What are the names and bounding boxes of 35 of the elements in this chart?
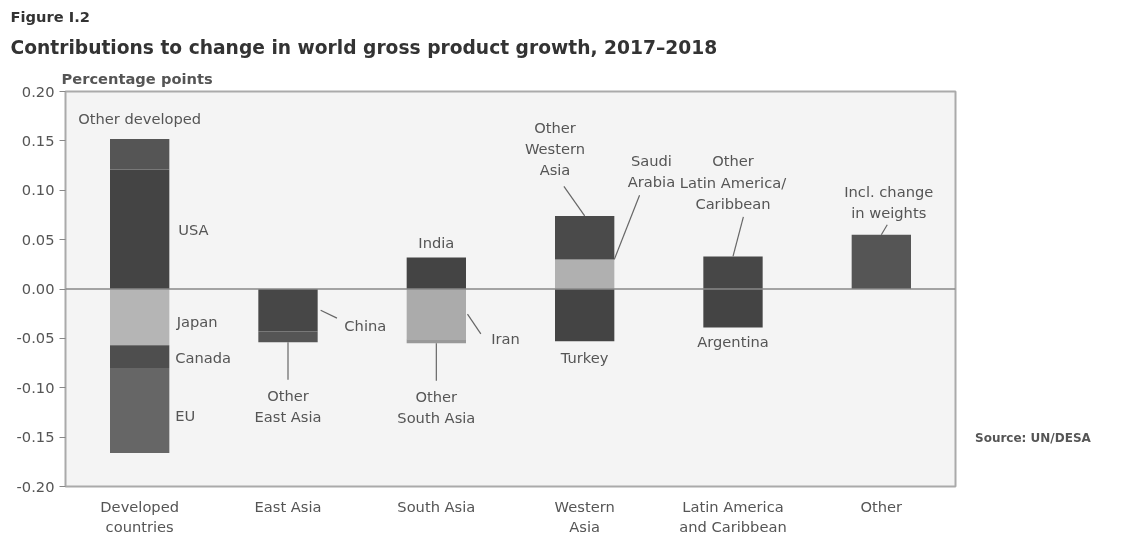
- series-label: Iran: [491, 330, 520, 348]
- y-tick-label: 0.00: [21, 280, 55, 297]
- series-label: China: [344, 316, 387, 334]
- series-label: EU: [175, 406, 196, 424]
- y-tick-label: 0.05: [21, 230, 55, 248]
- y-tick-label: -0.15: [16, 428, 55, 446]
- series-label: India: [418, 234, 455, 252]
- text: Other East Asia: [254, 386, 322, 426]
- x-tick-label: Latin America and Caribbean: [679, 497, 787, 535]
- y-tick-label: 0.15: [21, 131, 55, 149]
- y-tick-label: 0.20: [21, 82, 55, 100]
- x-tick-label: Other: [860, 497, 904, 515]
- x-tick-label: East Asia: [254, 497, 322, 515]
- y-axis-title: Percentage points: [61, 69, 213, 87]
- series-label: Japan: [175, 312, 218, 330]
- series-label: Argentina: [697, 333, 769, 351]
- series-label: Incl. change in weights: [844, 182, 934, 221]
- series-label: Turkey: [559, 349, 609, 367]
- y-tick-label: -0.10: [16, 378, 55, 396]
- chart-subtitle: Contributions to change in world gross product growth, 2017–2018: [10, 36, 718, 58]
- source-note: Source: UN/DESA: [975, 430, 1091, 447]
- text: Other South Asia: [397, 387, 476, 426]
- text: Saudi Arabia: [627, 152, 676, 191]
- y-tick-label: 0.10: [21, 181, 55, 199]
- x-tick-label: Western Asia: [554, 497, 615, 535]
- text: Other Western Asia: [524, 118, 586, 179]
- x-tick-label: South Asia: [397, 497, 476, 515]
- series-label: Other developed: [78, 110, 202, 128]
- x-tick-label: Developed countries: [100, 497, 179, 535]
- chart-title: Figure I.2: [10, 7, 90, 25]
- series-label: Canada: [175, 349, 232, 367]
- text: Other Latin America/ Caribbean: [679, 152, 787, 212]
- series-label: USA: [178, 220, 209, 238]
- y-tick-label: -0.05: [16, 329, 55, 347]
- y-tick-label: -0.20: [16, 477, 55, 495]
